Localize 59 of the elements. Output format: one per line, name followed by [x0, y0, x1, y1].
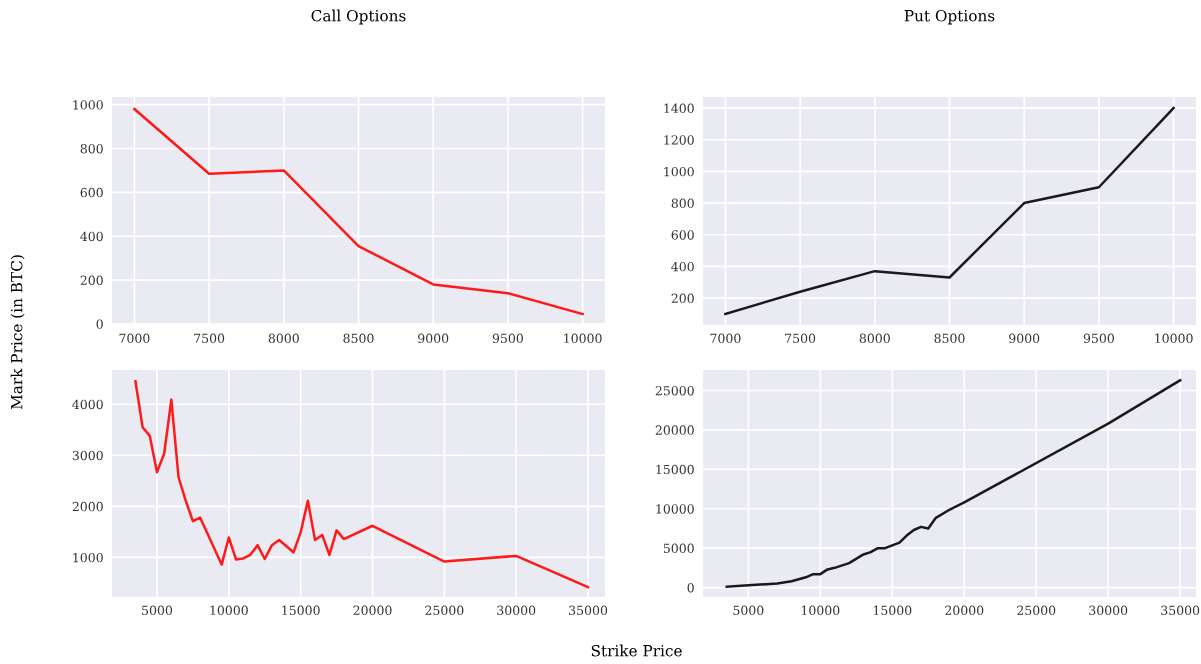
x-tick-label: 15000	[873, 605, 912, 616]
x-tick-label: 10000	[801, 605, 840, 616]
y-axis-title: Mark Price (in BTC)	[10, 255, 25, 410]
x-axis-title: Strike Price	[591, 644, 682, 657]
x-tick-label: 9500	[1083, 333, 1114, 344]
x-tick-label: 30000	[497, 605, 536, 616]
x-tick-label: 7500	[194, 333, 225, 344]
y-tick-label: 800	[671, 198, 694, 209]
y-tick-label: 600	[80, 187, 103, 198]
y-tick-label: 400	[80, 231, 103, 242]
x-tick-label: 7000	[119, 333, 150, 344]
x-tick-label: 20000	[353, 605, 392, 616]
y-tick-label: 1400	[664, 103, 694, 114]
y-tick-label: 200	[80, 275, 103, 285]
x-tick-label: 35000	[1161, 605, 1200, 616]
x-tick-label: 15000	[282, 605, 320, 616]
x-tick-label: 10000	[564, 333, 602, 344]
chart-title: Call Options	[311, 9, 406, 25]
x-tick-label: 9500	[492, 333, 523, 344]
x-tick-label: 10000	[1155, 333, 1193, 344]
line-series	[134, 379, 590, 589]
x-tick-label: 30000	[1089, 605, 1128, 616]
y-tick-label: 1000	[73, 552, 103, 563]
x-tick-label: 9000	[1009, 333, 1040, 344]
y-tick-label: 20000	[655, 425, 694, 435]
y-tick-label: 600	[671, 230, 694, 240]
x-tick-label: 10000	[210, 605, 248, 616]
x-tick-label: 8000	[268, 333, 299, 344]
x-tick-label: 8500	[934, 333, 965, 344]
line-series	[724, 106, 1175, 316]
x-tick-label: 5000	[733, 605, 764, 616]
x-tick-label: 5000	[142, 605, 173, 616]
y-tick-label: 1000	[73, 100, 103, 110]
y-tick-label: 0	[687, 583, 694, 593]
x-tick-label: 8000	[859, 333, 890, 344]
x-tick-label: 7500	[785, 333, 816, 344]
y-tick-label: 25000	[655, 385, 694, 396]
x-tick-label: 25000	[1017, 605, 1056, 616]
y-tick-label: 400	[671, 261, 694, 272]
y-tick-label: 10000	[656, 504, 694, 514]
y-tick-label: 3000	[72, 450, 103, 461]
x-tick-label: 9000	[418, 333, 449, 344]
y-tick-label: 200	[671, 293, 694, 304]
x-tick-label: 25000	[425, 605, 464, 616]
y-tick-label: 1000	[664, 166, 694, 177]
y-tick-label: 2000	[72, 501, 103, 512]
x-tick-label: 7000	[710, 333, 741, 344]
y-tick-label: 4000	[72, 399, 103, 410]
x-tick-label: 35000	[569, 605, 608, 616]
line-series	[725, 379, 1182, 588]
line-series	[133, 107, 584, 316]
y-tick-label: 0	[96, 319, 103, 329]
x-tick-label: 20000	[945, 605, 984, 616]
x-tick-label: 8500	[343, 333, 374, 344]
y-tick-label: 800	[80, 143, 103, 154]
y-tick-label: 5000	[663, 543, 694, 554]
chart-title: Put Options	[904, 9, 995, 25]
y-tick-label: 1200	[664, 135, 694, 145]
y-tick-label: 15000	[656, 464, 694, 475]
